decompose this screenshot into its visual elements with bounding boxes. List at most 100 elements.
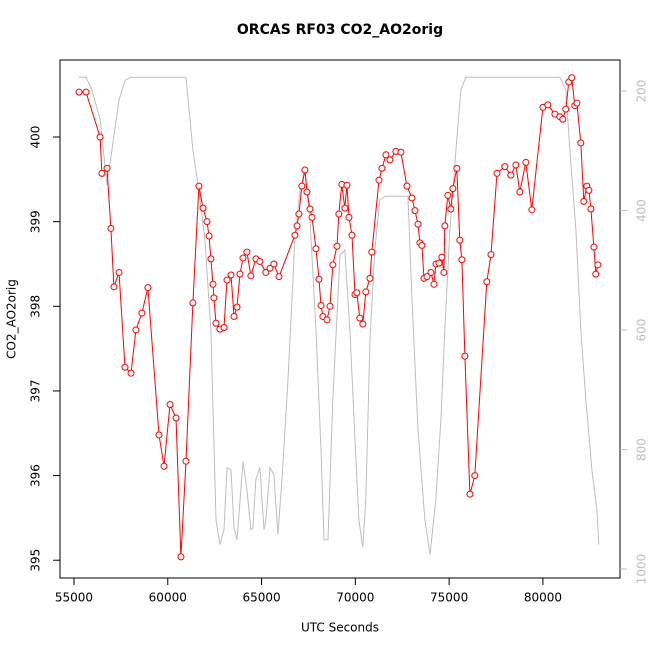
data-point <box>501 163 509 171</box>
data-point <box>577 139 585 147</box>
data-point <box>266 264 274 272</box>
data-point <box>329 261 337 269</box>
data-point <box>522 158 530 166</box>
data-point <box>121 363 129 371</box>
data-point <box>544 101 552 109</box>
data-point <box>110 283 118 291</box>
data-point <box>335 210 343 218</box>
data-point <box>378 164 386 172</box>
data-point <box>96 133 104 141</box>
data-point <box>345 213 353 221</box>
data-point <box>317 301 325 309</box>
y-tick-label: 397 <box>29 379 43 402</box>
x-tick-label: 70000 <box>336 591 374 605</box>
data-point <box>166 400 174 408</box>
data-point <box>573 99 581 107</box>
x-tick-label: 80000 <box>524 591 562 605</box>
data-point <box>301 166 309 174</box>
data-point <box>441 222 449 230</box>
data-point <box>220 323 228 331</box>
data-point <box>293 222 301 230</box>
data-point <box>103 164 111 172</box>
data-point <box>461 352 469 360</box>
data-point <box>590 243 598 251</box>
data-point <box>356 314 364 322</box>
data-point <box>247 272 255 280</box>
data-point <box>303 188 311 196</box>
data-point <box>243 248 251 256</box>
data-point <box>233 303 241 311</box>
data-point <box>423 273 431 281</box>
data-point <box>466 490 474 498</box>
data-point <box>207 255 215 263</box>
data-point <box>487 251 495 259</box>
data-point <box>382 151 390 159</box>
data-point <box>368 248 376 256</box>
data-point <box>449 185 457 193</box>
data-point <box>430 280 438 288</box>
x-axis-label: UTC Seconds <box>301 621 379 635</box>
data-point <box>132 326 140 334</box>
data-point <box>107 224 115 232</box>
data-point <box>177 553 185 561</box>
y2-tick-label: 800 <box>635 438 649 461</box>
data-point <box>239 254 247 262</box>
data-point <box>189 299 197 307</box>
data-point <box>212 319 220 327</box>
data-point <box>308 213 316 221</box>
data-point <box>528 206 536 214</box>
data-point <box>209 280 217 288</box>
data-point <box>471 472 479 480</box>
y-axis-label: CO2_AO2orig <box>5 279 19 359</box>
data-point <box>408 194 416 202</box>
data-point <box>306 205 314 213</box>
data-point <box>403 182 411 190</box>
x-tick-label: 55000 <box>55 591 93 605</box>
data-point <box>562 105 570 113</box>
data-point <box>559 115 567 123</box>
data-point <box>236 270 244 278</box>
data-point <box>270 260 278 268</box>
y-tick-label: 396 <box>29 464 43 487</box>
data-point <box>447 205 455 213</box>
data-point <box>587 205 595 213</box>
data-point <box>75 88 83 96</box>
data-point <box>512 161 520 169</box>
data-point <box>203 218 211 226</box>
data-point <box>592 270 600 278</box>
data-point <box>366 274 374 282</box>
data-point <box>199 204 207 212</box>
y2-tick-label: 600 <box>635 319 649 342</box>
data-point <box>353 289 361 297</box>
data-point <box>227 271 235 279</box>
data-point <box>362 288 370 296</box>
data-point <box>458 256 466 264</box>
data-point <box>82 88 90 96</box>
data-point <box>568 74 576 82</box>
data-point <box>323 316 331 324</box>
y2-tick-label: 200 <box>635 80 649 103</box>
data-point <box>585 186 593 194</box>
data-point <box>256 257 264 265</box>
data-point <box>295 210 303 218</box>
data-point <box>440 268 448 276</box>
y-tick-label: 398 <box>29 295 43 318</box>
data-point <box>516 188 524 196</box>
data-point <box>341 204 349 212</box>
data-point <box>493 169 501 177</box>
data-point <box>411 207 419 215</box>
data-point <box>359 320 367 328</box>
y2-tick-label: 400 <box>635 199 649 222</box>
data-point <box>160 462 168 470</box>
data-point <box>291 231 299 239</box>
data-point <box>386 156 394 164</box>
data-point <box>435 259 443 267</box>
data-point <box>223 276 231 284</box>
data-point <box>210 294 218 302</box>
data-point <box>172 414 180 422</box>
data-point <box>315 275 323 283</box>
data-point <box>438 253 446 261</box>
data-point <box>456 236 464 244</box>
data-point <box>127 369 135 377</box>
